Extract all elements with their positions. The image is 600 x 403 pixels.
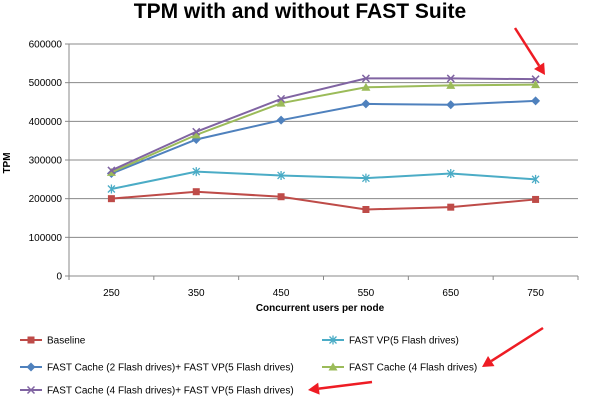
- red-arrow: [513, 27, 545, 75]
- legend-item: FAST Cache (4 Flash drives): [322, 362, 477, 374]
- y-tick-label: 400000: [29, 117, 63, 128]
- data-point: [107, 184, 116, 194]
- x-tick-label: 250: [103, 288, 120, 299]
- series-2: [107, 167, 540, 194]
- x-tick-label: 350: [188, 288, 205, 299]
- data-point: [447, 203, 455, 211]
- legend-label: FAST VP(5 Flash drives): [349, 336, 459, 347]
- axes: [65, 43, 579, 280]
- legend-item: FAST Cache (4 Flash drives)+ FAST VP(5 F…: [20, 386, 294, 397]
- data-point: [361, 173, 370, 183]
- data-point: [192, 127, 201, 136]
- data-point: [192, 167, 201, 177]
- legend-marker: [328, 362, 338, 371]
- y-tick-label: 600000: [29, 40, 63, 51]
- legend-label: Baseline: [47, 336, 86, 347]
- chart-title: TPM with and without FAST Suite: [134, 0, 466, 23]
- red-arrow: [482, 326, 544, 367]
- legend-item: FAST VP(5 Flash drives): [322, 335, 459, 347]
- data-point: [446, 100, 456, 110]
- data-point: [531, 75, 540, 84]
- legend-label: FAST Cache (2 Flash drives)+ FAST VP(5 F…: [47, 363, 294, 374]
- y-tick-labels: 0 100000 200000 300000 400000 500000 600000: [29, 40, 63, 283]
- y-tick-label: 200000: [29, 194, 63, 205]
- legend: Baseline FAST VP(5 Flash drives) FAST Cach…: [20, 335, 477, 397]
- series-line: [111, 99, 536, 175]
- x-axis-label: Concurrent users per node: [256, 303, 385, 314]
- data-point: [446, 80, 456, 89]
- series-line: [111, 170, 536, 190]
- data-point: [191, 130, 201, 139]
- x-tick-label: 550: [358, 288, 375, 299]
- data-point: [276, 115, 286, 125]
- x-tick-labels: 250 350 450 550 650 750: [103, 288, 544, 299]
- legend-item: Baseline: [20, 336, 86, 347]
- legend-marker: [27, 336, 35, 344]
- series-line: [111, 83, 536, 174]
- data-point: [361, 99, 371, 109]
- data-point: [192, 188, 200, 196]
- data-point: [277, 94, 286, 103]
- data-point: [361, 82, 371, 91]
- data-point: [531, 80, 541, 89]
- data-point: [362, 205, 370, 213]
- annotation-arrows: [308, 27, 545, 395]
- legend-label: FAST Cache (4 Flash drives)+ FAST VP(5 F…: [47, 386, 294, 397]
- series-3: [106, 96, 541, 179]
- series-4: [106, 80, 541, 176]
- data-point: [277, 193, 285, 201]
- data-point: [531, 174, 540, 184]
- gridlines: [69, 43, 578, 238]
- series-1: [107, 188, 540, 213]
- data-point: [446, 169, 455, 179]
- x-tick-label: 750: [527, 288, 544, 299]
- legend-item: FAST Cache (2 Flash drives)+ FAST VP(5 F…: [20, 362, 294, 374]
- series-group: [106, 74, 541, 213]
- series-line: [111, 77, 536, 172]
- series-line: [111, 190, 536, 211]
- data-point: [361, 74, 370, 83]
- data-point: [276, 98, 286, 107]
- legend-marker: [329, 335, 337, 345]
- data-point: [107, 166, 116, 175]
- y-axis-label: TPM: [2, 152, 13, 173]
- y-tick-label: 0: [56, 272, 62, 283]
- data-point: [446, 74, 455, 83]
- red-arrow: [308, 380, 373, 395]
- series-5: [107, 74, 540, 175]
- data-point: [532, 195, 540, 203]
- data-point: [107, 195, 115, 203]
- data-point: [531, 96, 541, 106]
- x-tick-label: 650: [442, 288, 459, 299]
- y-tick-label: 500000: [29, 78, 63, 89]
- y-tick-label: 100000: [29, 233, 63, 244]
- y-tick-label: 300000: [29, 156, 63, 167]
- legend-marker: [26, 385, 36, 395]
- legend-marker: [26, 362, 36, 372]
- x-tick-label: 450: [273, 288, 290, 299]
- data-point: [277, 170, 286, 180]
- data-point: [106, 167, 116, 176]
- legend-label: FAST Cache (4 Flash drives): [349, 363, 477, 374]
